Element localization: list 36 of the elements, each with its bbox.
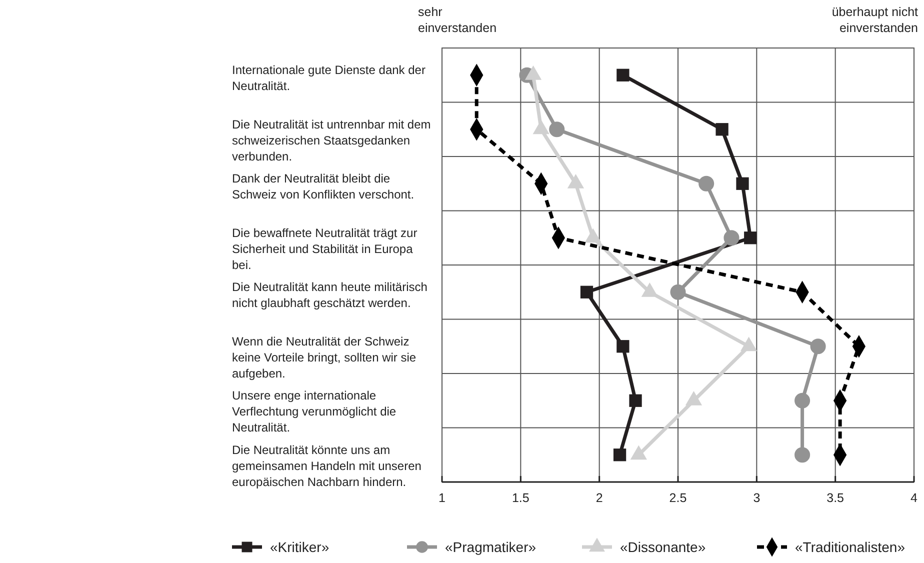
y-tick-label: Die Neutralität könnte uns am gemeinsamen Handeln mit unseren europäischen Nachbarn hindern. — [232, 442, 422, 489]
y-tick-label: Die Neutralität kann heute militärisch nicht glaubhaft geschätzt werden. — [232, 280, 428, 310]
point — [724, 230, 740, 246]
point — [744, 232, 757, 244]
point — [716, 123, 728, 136]
legend-label: «Dissonante» — [620, 539, 706, 555]
point — [616, 68, 630, 82]
point — [670, 284, 686, 300]
x-tick-label: 3.5 — [826, 491, 844, 505]
point — [616, 340, 630, 353]
text: sehr einverstanden — [418, 5, 497, 35]
y-tick-label: Die Neutralität ist untrennbar mit dem schweizerischen Staatsgedanken verbunden. — [232, 117, 431, 164]
x-tick-label: 4 — [910, 491, 918, 505]
y-tick-label: Dank der Neutralität bleibt die Schweiz von Konflikten verschont. — [232, 172, 414, 202]
y-tick-label: Internationale gute Dienste dank der Neutralität. — [232, 63, 426, 93]
point — [810, 338, 826, 354]
legend-label: «Kritiker» — [270, 539, 330, 555]
point — [794, 392, 810, 408]
point — [794, 447, 810, 463]
point — [549, 122, 565, 138]
point — [613, 448, 626, 462]
x-tick-label: 1 — [438, 491, 446, 505]
point — [629, 394, 642, 407]
x-tick-label: 1.5 — [512, 491, 530, 505]
y-tick-label: Wenn die Neutralität der Schweiz keine Vorteile bringt, sollten wir sie aufgeben. — [232, 334, 416, 380]
x-tick-label: 3 — [753, 491, 760, 505]
y-tick-label: Die bewaffnete Neutralität trägt zur Sicherheit und Stabilität in Europa bei. — [232, 226, 418, 272]
point — [698, 176, 714, 192]
y-tick-label: Unsere enge internationale Verflechtung verunmöglicht die Neutralität. — [232, 388, 396, 434]
x-tick-label: 2 — [596, 491, 603, 505]
text: überhaupt nicht einverstanden — [832, 5, 919, 35]
legend-label: «Pragmatiker» — [445, 539, 536, 555]
x-tick-label: 2.5 — [669, 491, 687, 505]
legend-label: «Traditionalisten» — [795, 539, 906, 555]
point — [736, 177, 749, 190]
point — [580, 286, 594, 298]
